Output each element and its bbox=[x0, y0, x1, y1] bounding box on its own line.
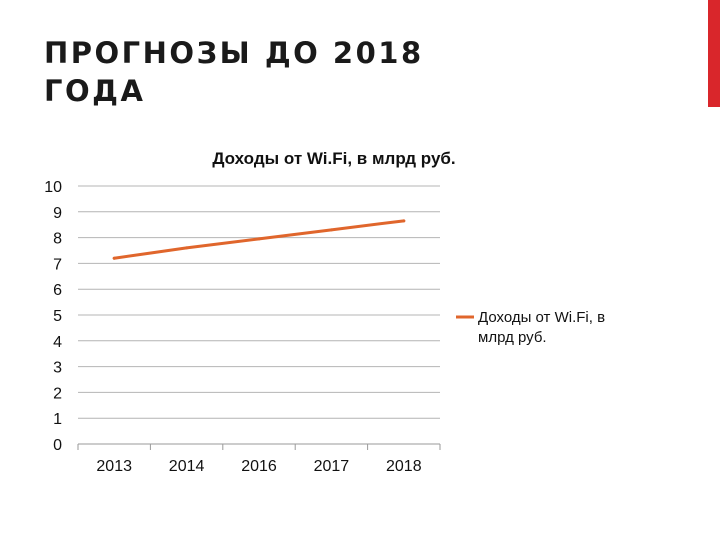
y-tick-label: 2 bbox=[53, 385, 62, 402]
accent-bar bbox=[708, 0, 720, 107]
data-point bbox=[402, 219, 406, 223]
y-tick-label: 9 bbox=[53, 205, 62, 222]
chart-title: Доходы от Wi.Fi, в млрд руб. bbox=[212, 149, 455, 168]
data-point bbox=[329, 228, 333, 232]
series-layer bbox=[112, 219, 406, 260]
y-tick-label: 3 bbox=[53, 360, 62, 377]
legend: Доходы от Wi.Fi, в млрд руб. bbox=[456, 309, 605, 346]
y-tick-label: 7 bbox=[53, 256, 62, 273]
slide-title: ПРОГНОЗЫ ДО 2018 ГОДА bbox=[44, 34, 424, 110]
y-tick-label: 10 bbox=[44, 179, 62, 196]
y-tick-label: 8 bbox=[53, 231, 62, 248]
y-tick-label: 1 bbox=[53, 411, 62, 428]
data-point bbox=[257, 237, 261, 241]
y-tick-label: 0 bbox=[53, 437, 62, 454]
y-axis-ticks: 0 1 2 3 4 5 6 7 8 9 10 bbox=[44, 179, 62, 454]
data-point bbox=[185, 246, 189, 250]
y-tick-label: 6 bbox=[53, 282, 62, 299]
x-tick-label: 2013 bbox=[96, 458, 132, 475]
x-tick-label: 2014 bbox=[169, 458, 205, 475]
x-axis-ticks: 2013 2014 2016 2017 2018 bbox=[96, 458, 421, 475]
y-tick-label: 5 bbox=[53, 308, 62, 325]
gridlines bbox=[77, 185, 441, 450]
legend-label: Доходы от Wi.Fi, в bbox=[478, 309, 605, 326]
x-tick-label: 2017 bbox=[314, 458, 350, 475]
slide-title-line-2: ГОДА bbox=[44, 74, 146, 108]
slide-title-line-1: ПРОГНОЗЫ ДО 2018 bbox=[44, 36, 424, 70]
x-tick-label: 2016 bbox=[241, 458, 277, 475]
y-tick-label: 4 bbox=[53, 334, 62, 351]
x-tick-label: 2018 bbox=[386, 458, 422, 475]
legend-label: млрд руб. bbox=[478, 329, 547, 346]
data-point bbox=[112, 256, 116, 260]
